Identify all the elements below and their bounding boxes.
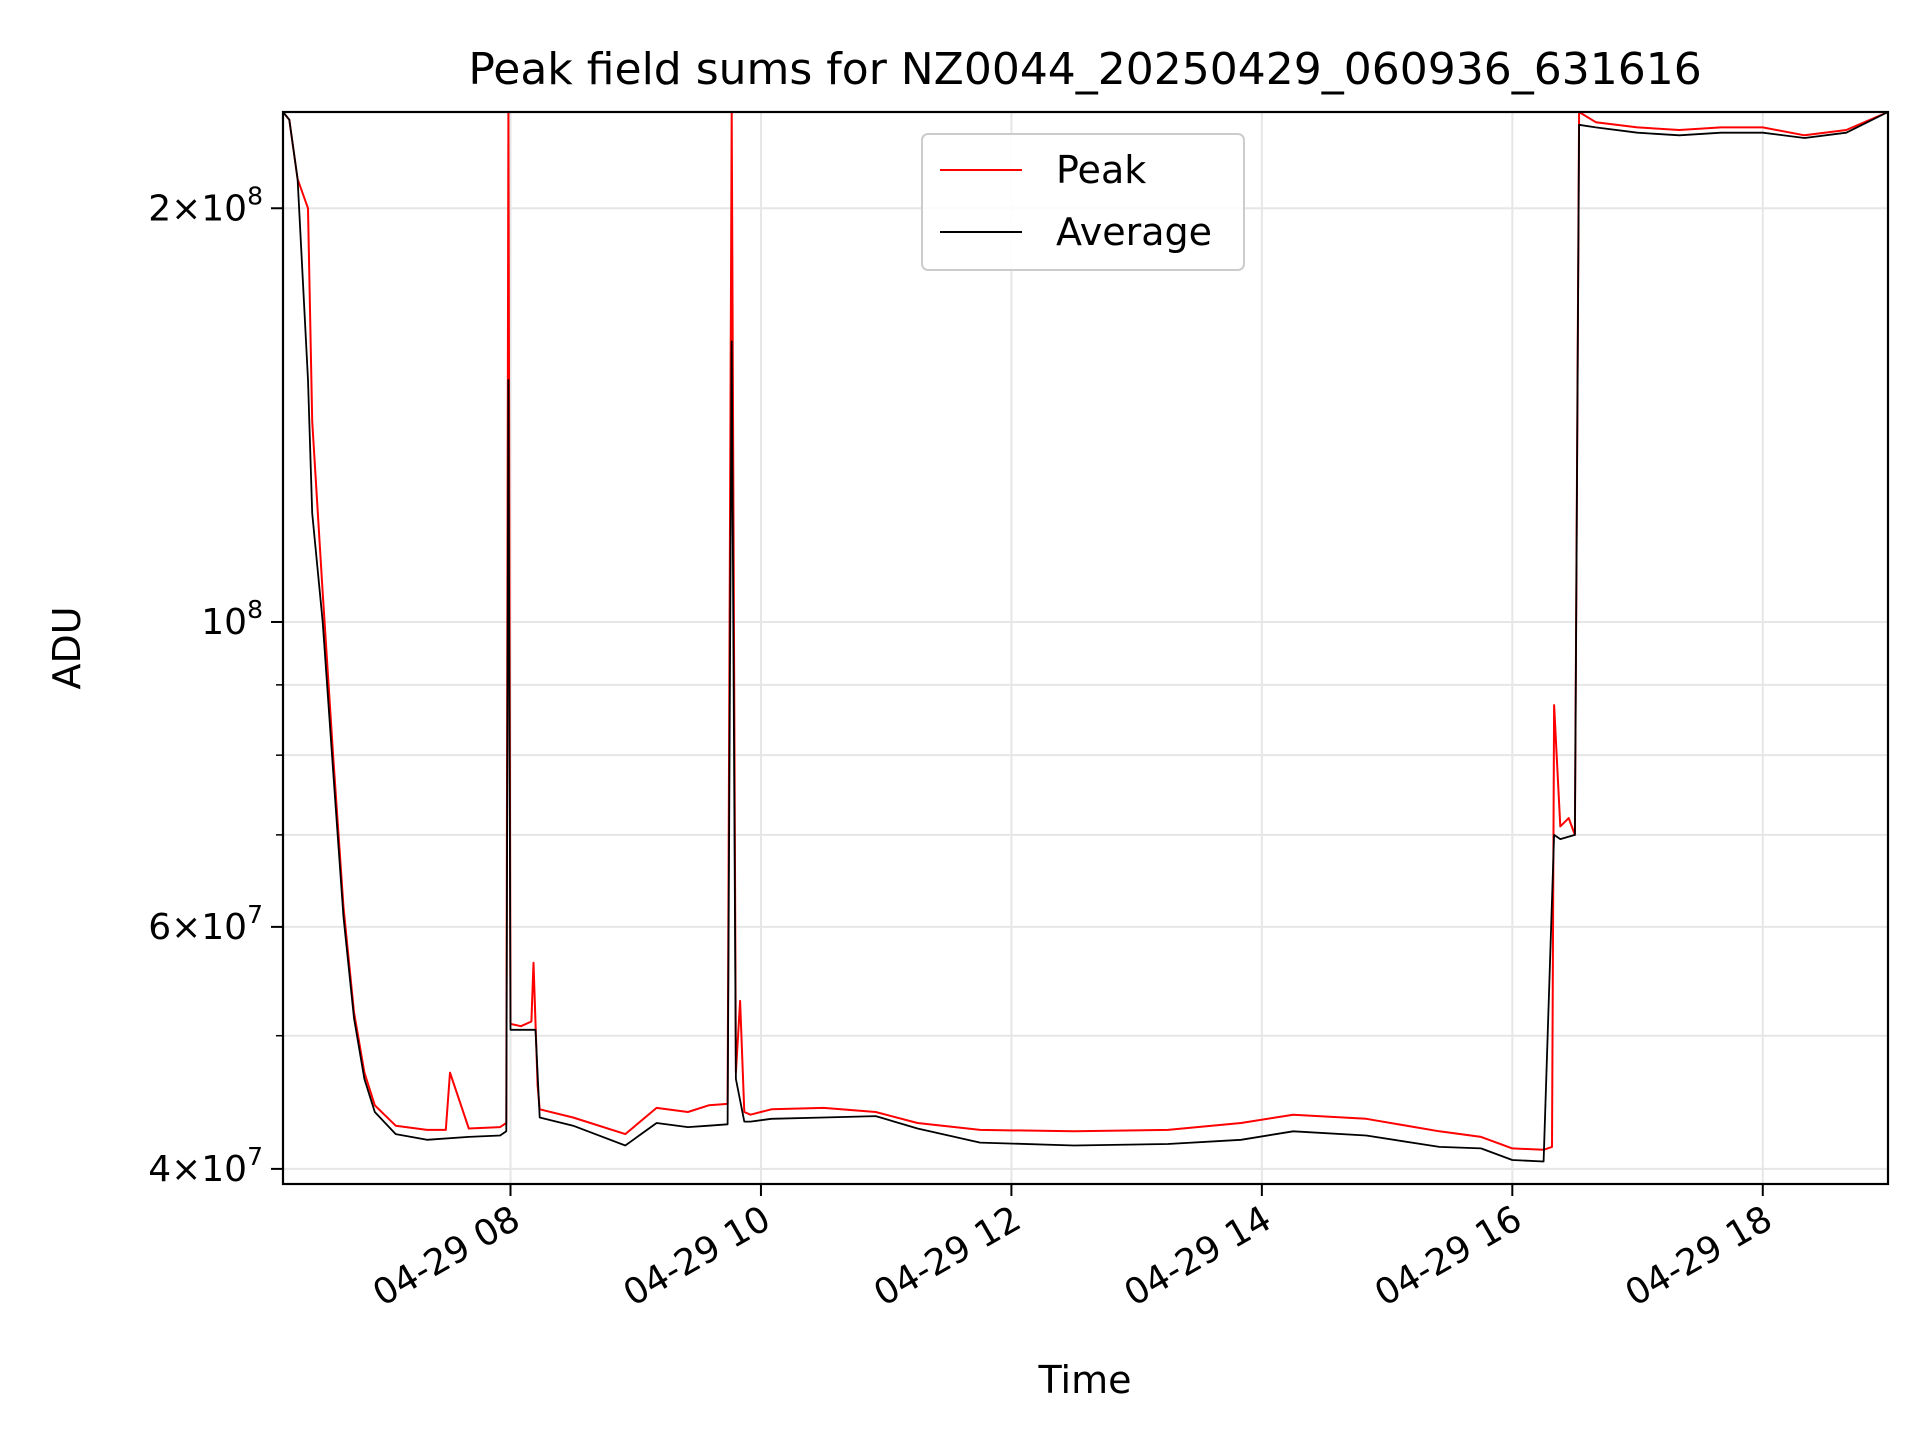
plot-series [282, 111, 1889, 1163]
y-tick-label: 4×107 [148, 1142, 263, 1190]
y-tick-label: 6×107 [148, 900, 263, 948]
y-tick-label: 108 [201, 595, 263, 643]
legend: Peak Average [921, 133, 1245, 271]
y-axis: 4×107 6×107 108 2×108 [148, 181, 283, 1190]
legend-box [921, 133, 1245, 271]
chart-title: Peak field sums for NZ0044_20250429_0609… [468, 44, 1701, 95]
y-tick-label: 2×108 [148, 181, 263, 229]
legend-label-average: Average [1056, 210, 1212, 254]
series-line-average [282, 111, 1889, 1163]
plot-area-frame [281, 110, 1890, 1186]
legend-label-peak: Peak [1056, 148, 1146, 192]
y-axis-label: ADU [45, 606, 89, 689]
x-axis-label: Time [1038, 1358, 1132, 1402]
